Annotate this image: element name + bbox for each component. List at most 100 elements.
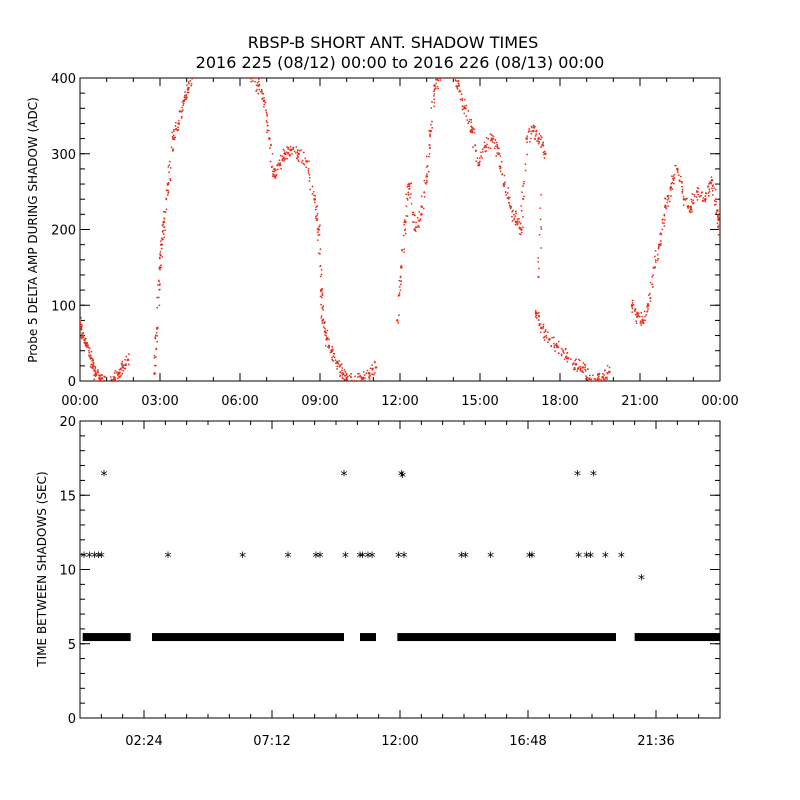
data-point (261, 92, 264, 95)
data-point (540, 228, 543, 231)
data-point (495, 141, 498, 144)
data-point (427, 170, 430, 173)
data-point (399, 289, 402, 292)
data-point (534, 309, 537, 312)
data-point (426, 181, 428, 184)
data-point (550, 345, 553, 347)
data-point (425, 182, 428, 185)
data-point (276, 164, 279, 167)
data-point (461, 108, 464, 111)
data-point (548, 338, 551, 341)
data-point (119, 371, 121, 374)
data-point (672, 175, 675, 178)
data-point (455, 80, 458, 82)
data-point (118, 376, 121, 379)
data-point (317, 234, 320, 236)
data-point (106, 384, 108, 386)
data-point (251, 80, 254, 82)
data-point (160, 264, 162, 267)
data-point (324, 330, 327, 332)
data-point (651, 276, 654, 278)
data-point (289, 145, 292, 148)
data-point (320, 315, 323, 317)
x-tick-label: 06:00 (221, 394, 258, 409)
data-point (169, 167, 172, 169)
data-point (319, 295, 322, 298)
data-point (691, 193, 694, 195)
data-point: * (81, 550, 88, 566)
data-point (357, 376, 359, 378)
data-point (671, 181, 674, 184)
data-point (409, 196, 411, 199)
data-point (114, 382, 116, 384)
data-point (122, 364, 125, 367)
data-point (157, 296, 160, 299)
data-point: * (590, 468, 597, 484)
data-point (257, 92, 260, 95)
data-point (598, 373, 601, 376)
data-point (156, 340, 159, 343)
data-point (415, 221, 417, 224)
data-point (566, 352, 569, 355)
data-point (88, 351, 91, 354)
data-point (250, 72, 252, 74)
data-point (269, 160, 272, 163)
data-point (640, 324, 643, 327)
data-point (661, 222, 664, 224)
data-point (101, 377, 103, 380)
data-point (251, 78, 254, 80)
data-point (476, 157, 479, 159)
data-point (437, 87, 439, 90)
data-point (104, 375, 106, 378)
data-point (371, 373, 374, 376)
data-point (499, 170, 502, 173)
data-point (702, 197, 705, 199)
data-point (536, 312, 539, 315)
data-point (94, 366, 97, 368)
data-point (348, 386, 350, 388)
data-point (634, 313, 637, 316)
data-point (319, 264, 322, 267)
data-point (187, 91, 190, 94)
data-point (553, 346, 556, 349)
data-point (250, 80, 253, 83)
data-point (270, 166, 273, 169)
data-point (658, 243, 662, 246)
data-point: * (357, 550, 364, 566)
data-point (96, 370, 99, 373)
data-point (408, 182, 411, 186)
data-point (307, 167, 310, 170)
data-point (253, 72, 255, 74)
data-point (456, 88, 459, 90)
data-point (256, 89, 258, 91)
data-point (405, 214, 408, 217)
data-point: * (575, 550, 582, 566)
data-point (670, 182, 673, 185)
data-point (714, 188, 717, 191)
data-point (692, 202, 695, 205)
data-point (496, 143, 499, 146)
data-point (416, 216, 419, 219)
data-point (656, 253, 659, 256)
x-tick-label: 00:00 (701, 394, 738, 409)
data-point (454, 74, 456, 76)
data-point (633, 310, 636, 313)
data-point (474, 150, 477, 153)
data-point (321, 307, 324, 310)
data-point (423, 179, 426, 182)
data-point (682, 195, 685, 198)
data-point (113, 382, 115, 384)
data-point (263, 96, 265, 99)
data-point (494, 145, 497, 148)
data-point (433, 93, 436, 95)
data-point (522, 182, 525, 185)
data-point (641, 318, 644, 321)
data-point (509, 206, 512, 208)
data-point (659, 240, 662, 242)
data-point (520, 205, 523, 207)
data-point (551, 336, 554, 339)
data-point (190, 82, 193, 85)
data-point (159, 257, 161, 260)
data-point (263, 103, 266, 106)
data-point (283, 150, 286, 152)
